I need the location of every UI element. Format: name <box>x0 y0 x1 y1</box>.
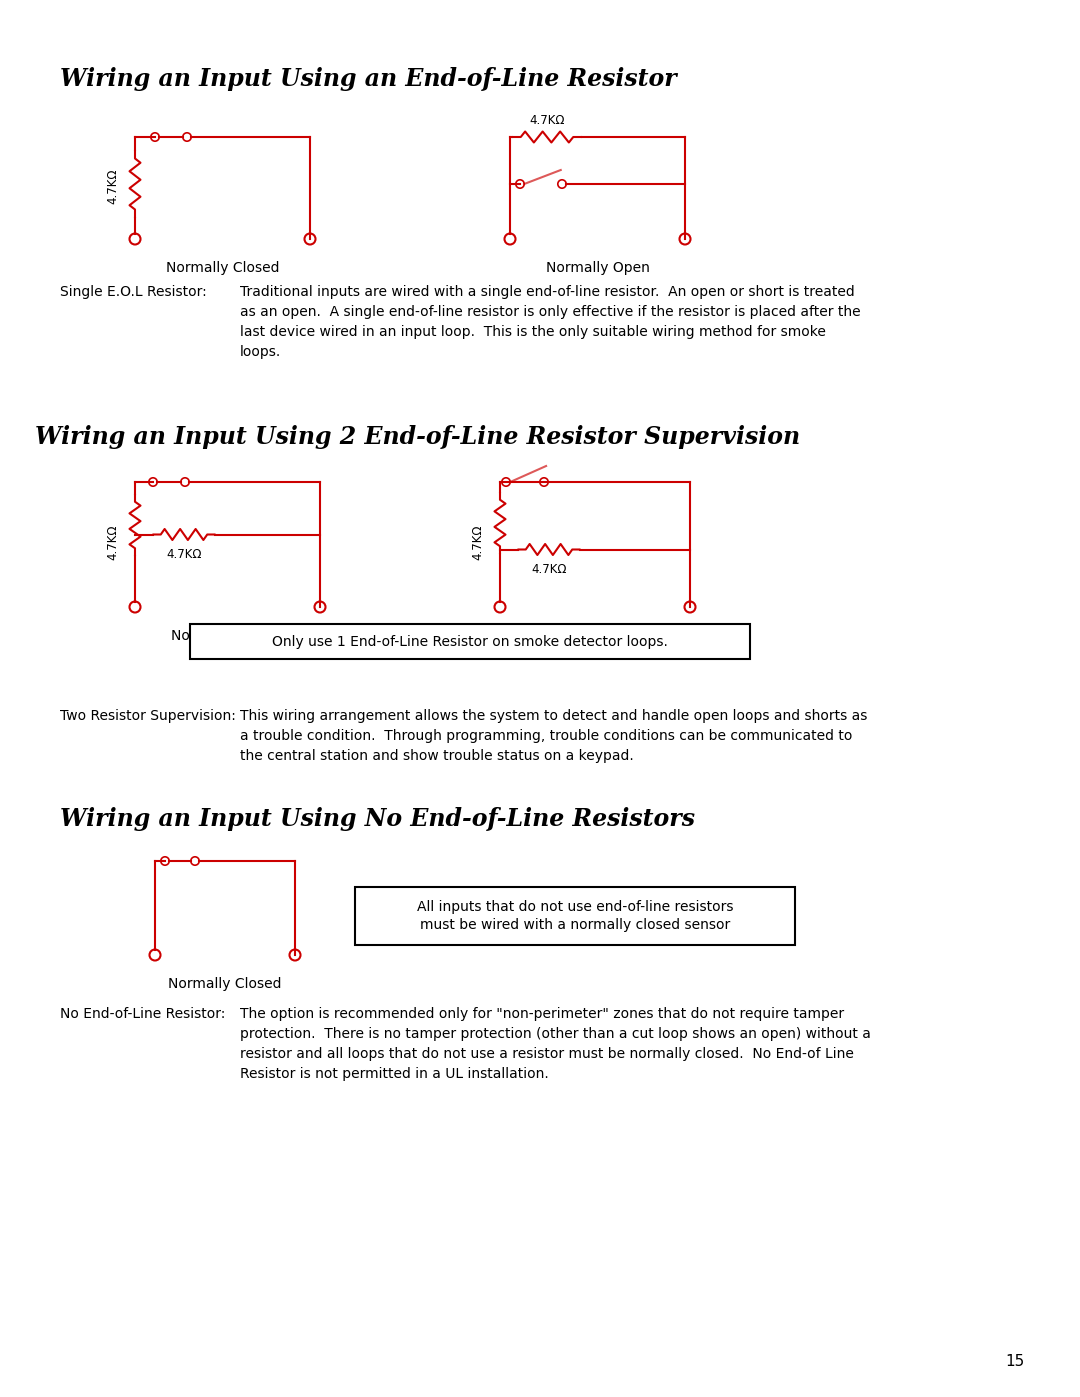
Text: 4.7KΩ: 4.7KΩ <box>166 548 202 560</box>
Bar <box>190 624 750 659</box>
Text: Traditional inputs are wired with a single end-of-line resistor.  An open or sho: Traditional inputs are wired with a sing… <box>240 285 861 359</box>
Text: Normally Closed: Normally Closed <box>171 629 284 643</box>
Text: All inputs that do not use end-of-line resistors
must be wired with a normally c: All inputs that do not use end-of-line r… <box>417 900 733 932</box>
Text: No End-of-Line Resistor:: No End-of-Line Resistor: <box>60 1007 226 1021</box>
Text: Wiring an Input Using an End-of-Line Resistor: Wiring an Input Using an End-of-Line Res… <box>60 67 677 91</box>
Text: Single E.O.L Resistor:: Single E.O.L Resistor: <box>60 285 206 299</box>
Bar <box>355 887 795 944</box>
Text: Normally Closed: Normally Closed <box>165 261 280 275</box>
Text: 4.7KΩ: 4.7KΩ <box>529 115 565 127</box>
Text: 4.7KΩ: 4.7KΩ <box>472 525 485 560</box>
Text: This wiring arrangement allows the system to detect and handle open loops and sh: This wiring arrangement allows the syste… <box>240 710 867 763</box>
Text: Two Resistor Supervision:: Two Resistor Supervision: <box>60 710 235 724</box>
Text: Normally Open: Normally Open <box>545 261 649 275</box>
Text: 4.7KΩ: 4.7KΩ <box>531 563 567 576</box>
Text: 15: 15 <box>1005 1354 1025 1369</box>
Text: Only use 1 End-of-Line Resistor on smoke detector loops.: Only use 1 End-of-Line Resistor on smoke… <box>272 634 667 648</box>
Text: Wiring an Input Using 2 End-of-Line Resistor Supervision: Wiring an Input Using 2 End-of-Line Resi… <box>35 425 800 448</box>
Text: The option is recommended only for "non-perimeter" zones that do not require tam: The option is recommended only for "non-… <box>240 1007 870 1081</box>
Text: Normally Open: Normally Open <box>543 629 647 643</box>
Text: Normally Closed: Normally Closed <box>168 977 282 990</box>
Text: Wiring an Input Using No End-of-Line Resistors: Wiring an Input Using No End-of-Line Res… <box>60 807 696 831</box>
Text: 4.7KΩ: 4.7KΩ <box>107 168 120 204</box>
Text: 4.7KΩ: 4.7KΩ <box>107 525 120 560</box>
